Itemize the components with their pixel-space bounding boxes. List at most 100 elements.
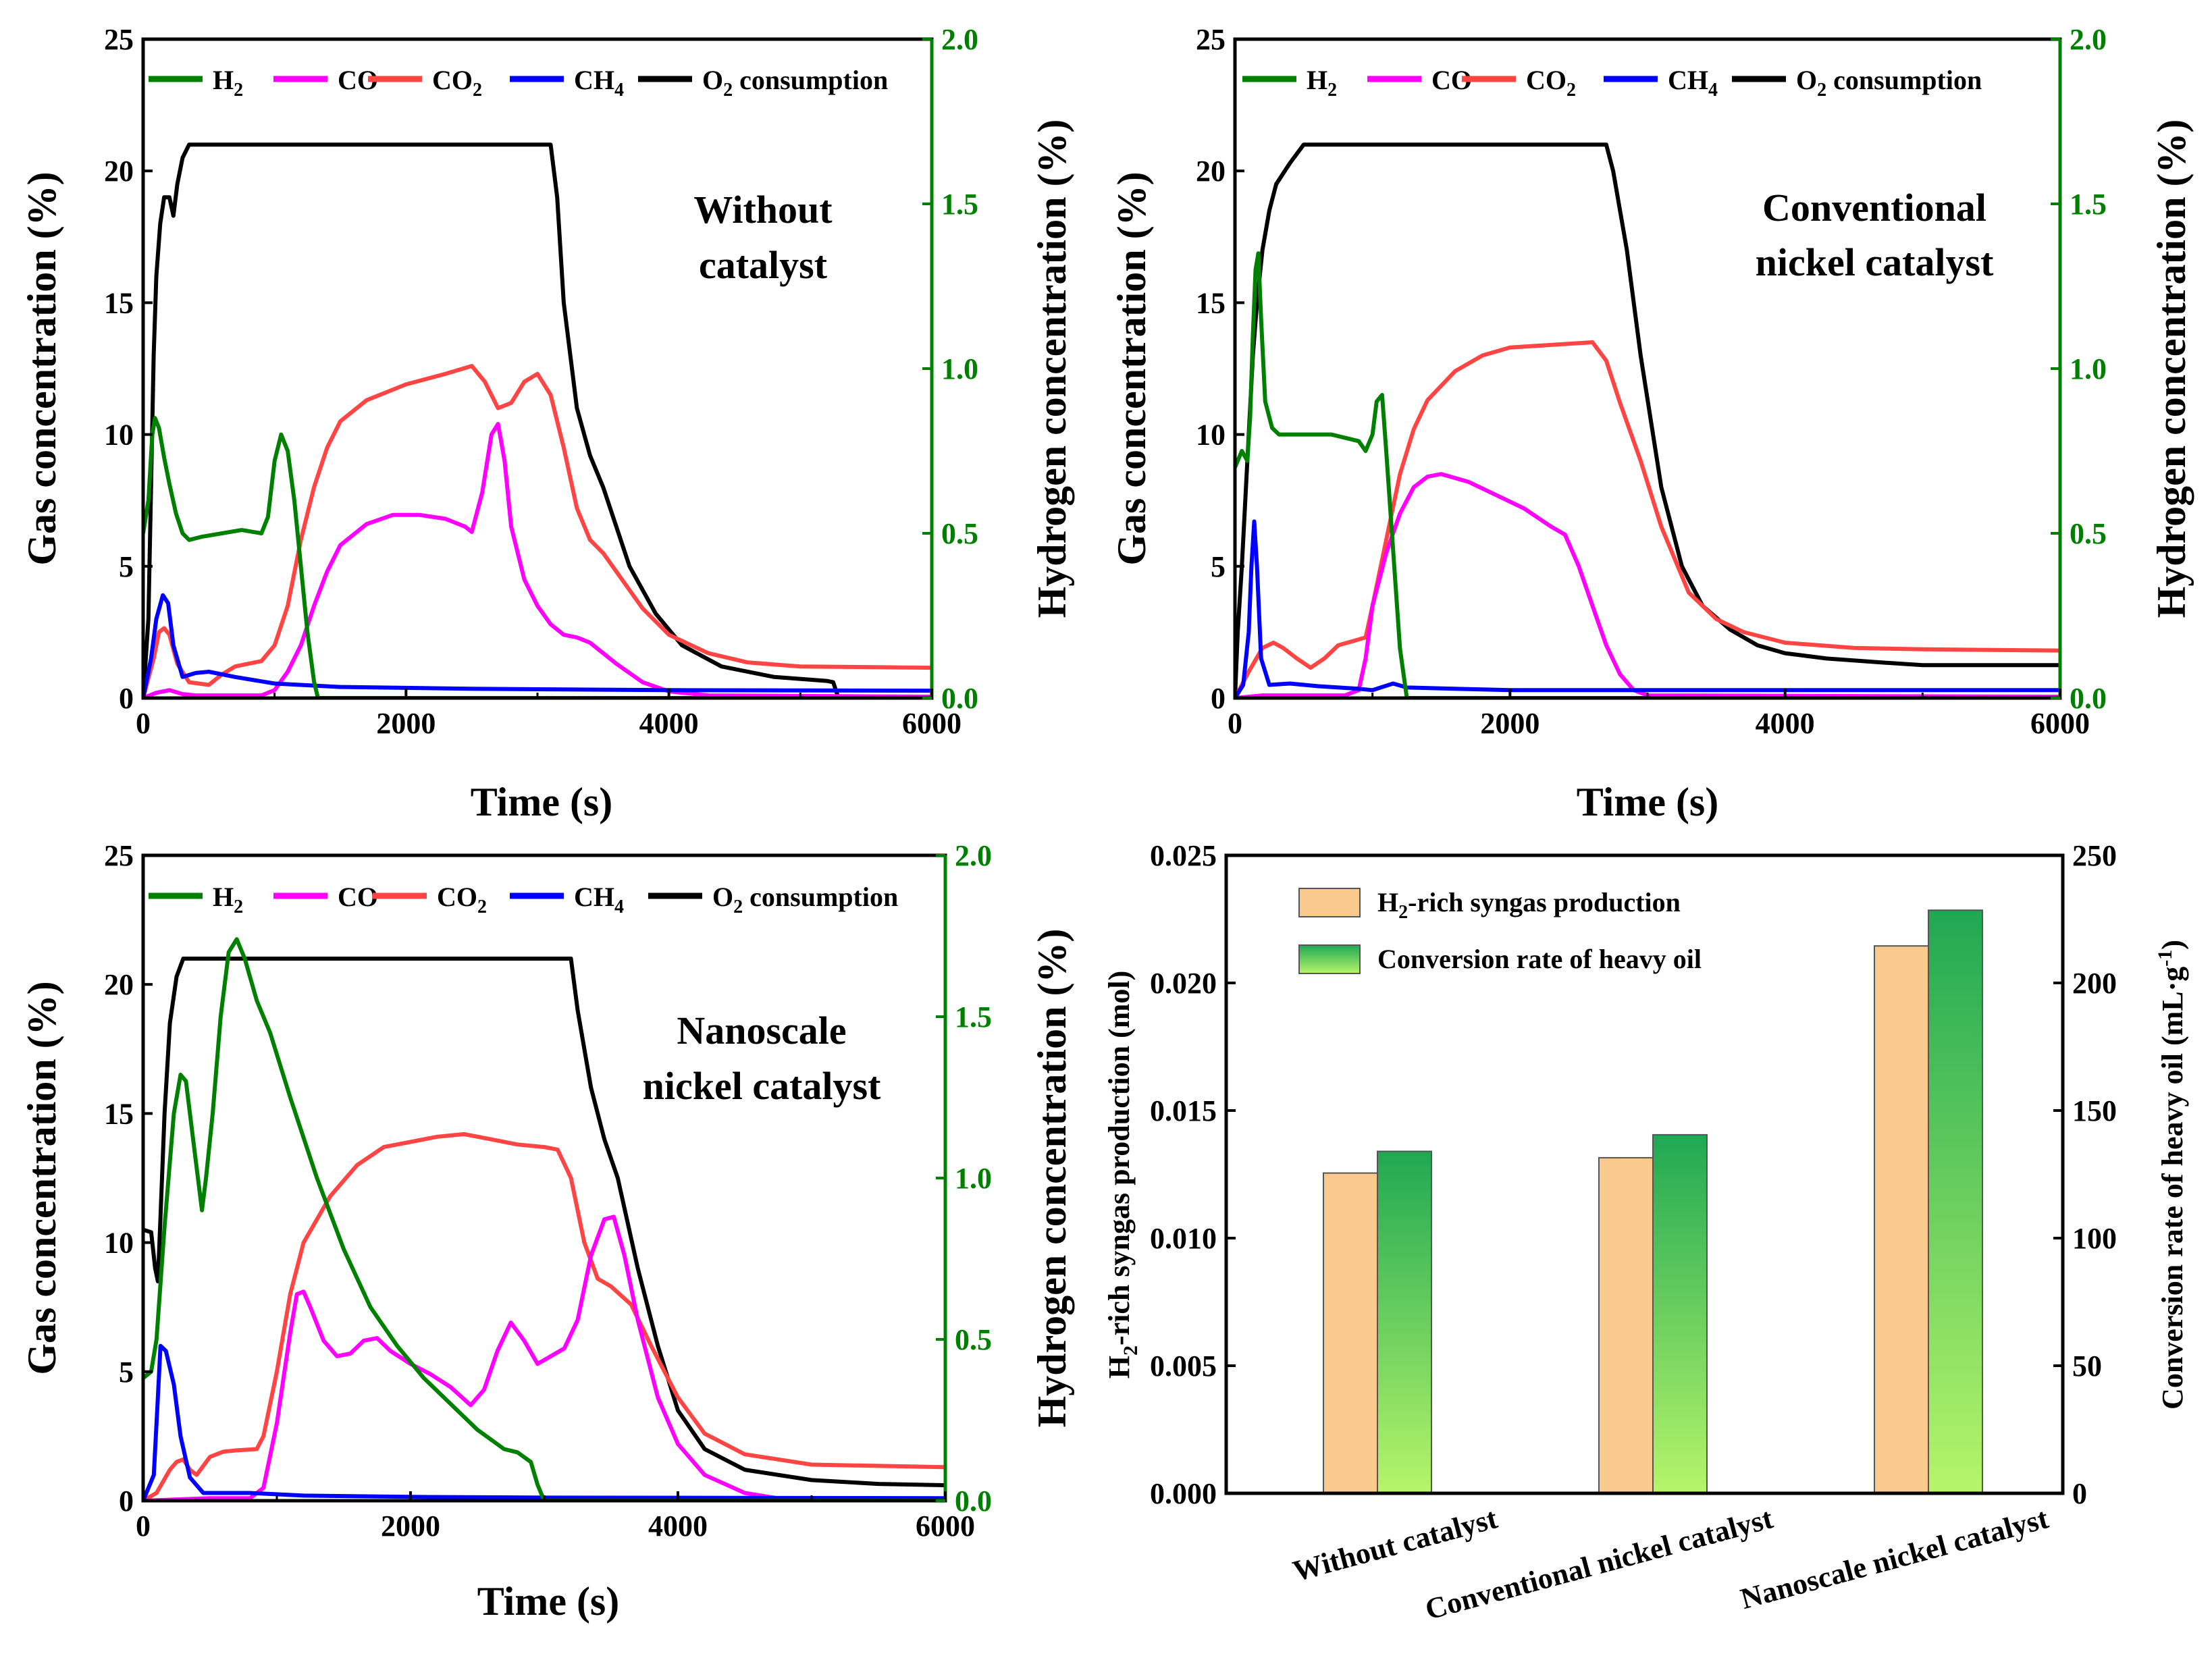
annotation-line-2: catalyst — [699, 243, 828, 287]
y-tick-label: 0.025 — [1150, 839, 1217, 872]
series-line-co — [143, 1214, 945, 1501]
y-right-tick-label: 1.0 — [955, 1162, 992, 1195]
x-axis-title: Time (s) — [477, 1579, 620, 1624]
legend-label-sub: 2 — [1566, 80, 1576, 101]
annotation-line-1: Nanoscale — [677, 1009, 846, 1052]
plot-frame — [141, 37, 934, 700]
y-tick-label: 0.010 — [1150, 1222, 1217, 1255]
y-right-tick-label: 100 — [2072, 1222, 2117, 1255]
ticks-layer: 0 2000 4000 6000 0 5 10 15 20 25 0.0 0.5 1.0 1.5 2.0 — [1196, 23, 2107, 740]
y-tick-label: 20 — [104, 155, 134, 188]
y-axis-right-title: Hydrogen concentration (%) — [2149, 119, 2194, 618]
legend-label-sub: 2 — [1817, 80, 1826, 101]
y-tick-label: 0 — [1211, 682, 1226, 715]
y-axis-title-post: -rich syngas production (mol) — [1103, 971, 1136, 1345]
legend-label: CO2 — [432, 65, 482, 101]
y-tick-label: 15 — [104, 286, 134, 319]
bar-syngas-production — [1874, 945, 1929, 1494]
y-tick-label: 0.005 — [1150, 1350, 1217, 1383]
y-tick-label: 15 — [1196, 286, 1226, 319]
plot-frame — [141, 853, 947, 1503]
legend-label: CH4 — [1668, 65, 1718, 101]
y-axis-right-title-post: ) — [2156, 940, 2189, 950]
y-right-tick-label: 2.0 — [941, 23, 978, 56]
y-tick-label: 25 — [104, 839, 134, 872]
y-axis-title: Gas concentration (%) — [20, 981, 64, 1374]
legend-label: O2 consumption — [1796, 65, 1982, 101]
series-line-co2 — [143, 1132, 945, 1501]
y-right-tick-label: 0.5 — [955, 1323, 992, 1356]
series-layer — [143, 937, 945, 1501]
category-label: Without catalyst — [1290, 1501, 1501, 1588]
bar-syngas-production — [1598, 1156, 1654, 1495]
series-line-co2 — [143, 364, 932, 698]
panel-without-catalyst: 0 2000 4000 6000 0 5 10 15 20 25 0.0 0.5 1.0 1.5 2.0 H… — [20, 23, 1074, 824]
panel-nanoscale-nickel: 0 2000 4000 6000 0 5 10 15 20 25 0.0 0.5 1.0 1.5 2.0 H… — [20, 839, 1074, 1624]
y-tick-label: 15 — [104, 1097, 134, 1130]
bar-conversion-rate — [1377, 1150, 1432, 1494]
y-tick-label: 5 — [119, 1356, 134, 1389]
y-tick-label: 10 — [104, 1227, 134, 1260]
y-right-tick-label: 2.0 — [955, 839, 992, 872]
panel-conventional-nickel: 0 2000 4000 6000 0 5 10 15 20 25 0.0 0.5 1.0 1.5 2.0 H… — [1109, 23, 2194, 824]
legend-label-sub: 2 — [723, 80, 733, 101]
legend-label: O2 consumption — [702, 65, 888, 101]
y-right-tick-label: 0.0 — [941, 682, 978, 715]
legend-label-main: H — [213, 65, 234, 95]
y-axis-title-pre: H — [1103, 1356, 1136, 1379]
y-right-tick-label: 0.5 — [2070, 517, 2107, 550]
plot-frame — [1224, 853, 2065, 1495]
y-axis-right-title-sup: -1 — [2154, 950, 2176, 967]
x-tick-label: 6000 — [2030, 707, 2090, 740]
category-label: Nanoscale nickel catalyst — [1737, 1501, 2052, 1615]
legend-label-sub: 2 — [1327, 80, 1337, 101]
legend-label: CO2 — [1526, 65, 1576, 101]
x-axis-title: Time (s) — [471, 780, 613, 824]
legend-label-main: H — [213, 882, 234, 912]
legend-label-rest: -rich syngas production — [1408, 887, 1681, 917]
series-line-o2-consumption — [143, 957, 945, 1488]
series-layer — [143, 142, 932, 698]
y-tick-label: 0.020 — [1150, 967, 1217, 1000]
y-right-tick-label: 1.0 — [941, 352, 978, 385]
legend-swatch — [1298, 888, 1361, 917]
x-tick-label: 4000 — [1756, 707, 1815, 740]
legend-label-main: O — [1796, 65, 1817, 95]
legend-label-sub: 2 — [234, 80, 243, 101]
annotation-line-2: nickel catalyst — [643, 1064, 881, 1108]
legend-label-sub: 2 — [473, 80, 482, 101]
y-tick-label: 0 — [119, 682, 134, 715]
legend-label-main: CH — [574, 882, 614, 912]
series-line-h2 — [1235, 251, 2060, 698]
x-tick-label: 2000 — [376, 707, 436, 740]
y-tick-label: 0 — [119, 1485, 134, 1518]
y-axis-title: H2-rich syngas production (mol) — [1103, 971, 1142, 1379]
legend-label-sub: 2 — [477, 897, 487, 917]
legend-label-main: H — [1307, 65, 1327, 95]
legend-label-main: O — [702, 65, 723, 95]
y-axis-title: Gas concentration (%) — [1109, 171, 1154, 565]
legend-label: O2 consumption — [712, 882, 898, 917]
y-right-tick-label: 0 — [2072, 1477, 2087, 1510]
x-tick-label: 6000 — [916, 1510, 975, 1543]
bar-conversion-rate — [1652, 1133, 1708, 1495]
y-right-tick-label: 250 — [2072, 839, 2117, 872]
legend-label: CH4 — [574, 65, 624, 101]
legend-label-main: Conversion rate of heavy oil — [1377, 944, 1702, 974]
series-line-ch4 — [1235, 519, 2060, 698]
x-tick-label: 0 — [1228, 707, 1242, 740]
x-tick-label: 4000 — [639, 707, 699, 740]
y-tick-label: 10 — [104, 419, 134, 452]
x-tick-label: 0 — [136, 707, 151, 740]
legend-label: CO — [338, 882, 378, 912]
legend-label: H2 — [213, 65, 243, 101]
x-axis-title: Time (s) — [1577, 780, 1719, 824]
legend-label: CO2 — [437, 882, 487, 917]
plot-frame — [1233, 37, 2062, 700]
series-line-ch4 — [143, 1343, 945, 1501]
legend-label-rest: consumption — [743, 882, 898, 912]
y-tick-label: 25 — [1196, 23, 1226, 56]
y-axis-title-sub: 2 — [1120, 1345, 1142, 1356]
y-tick-label: 25 — [104, 23, 134, 56]
